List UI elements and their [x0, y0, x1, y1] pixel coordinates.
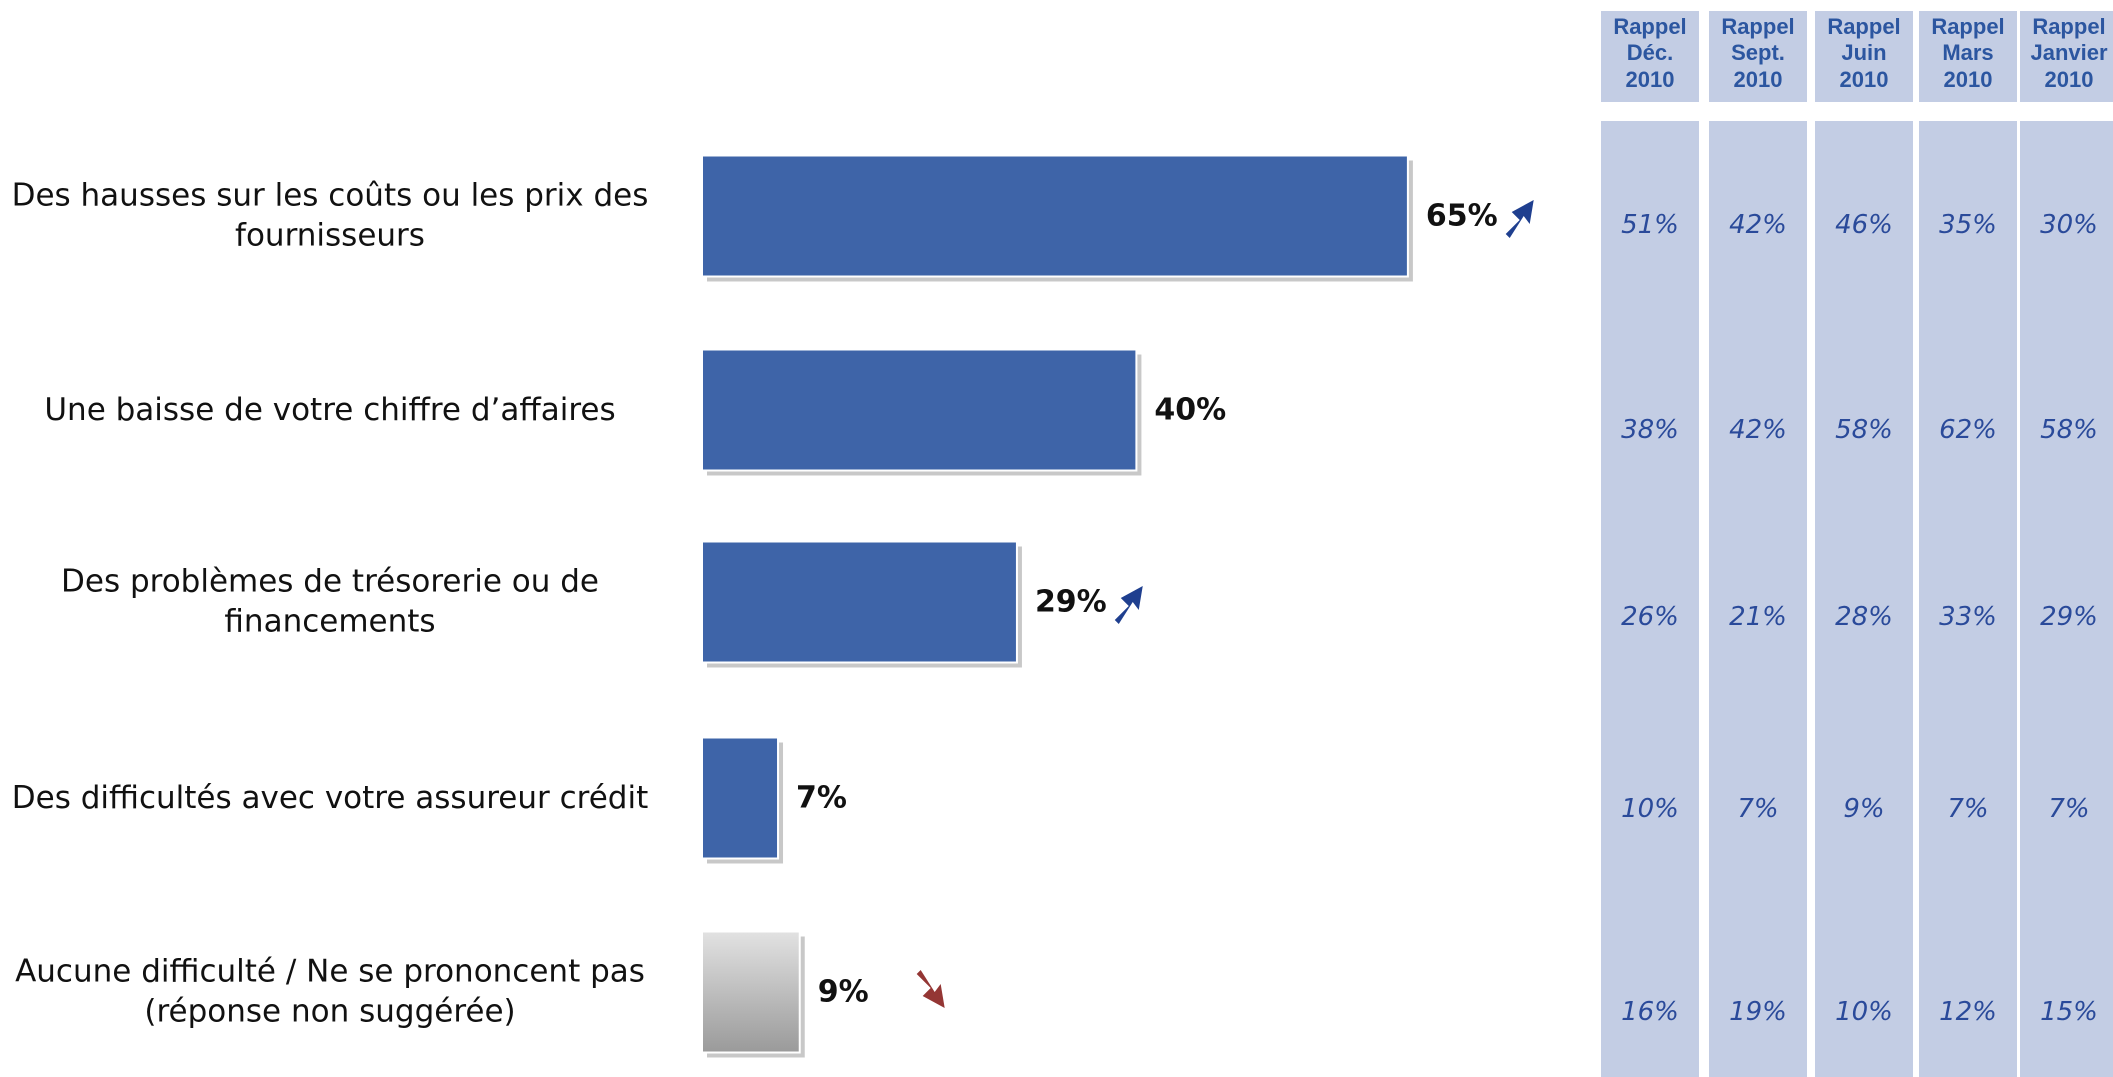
table-cell: 15% — [2040, 997, 2098, 1027]
value-label: 7% — [796, 780, 847, 816]
table-cell: 30% — [2040, 210, 2098, 240]
table-cell: 38% — [1621, 415, 1679, 445]
arrow-shape — [916, 970, 945, 1008]
header-line: 2010 — [1733, 66, 1783, 92]
value-label: 9% — [817, 974, 869, 1010]
header-line: Mars — [1942, 40, 1994, 66]
table-cell: 29% — [2040, 602, 2098, 632]
header-box — [1601, 11, 1699, 102]
header-box — [1709, 11, 1807, 102]
category-label: Des difficultés avec votre assureur créd… — [11, 779, 649, 816]
header-box — [1815, 11, 1913, 102]
table-cell: 58% — [2040, 415, 2098, 445]
header-line: Rappel — [1827, 14, 1901, 39]
table-cell: 58% — [1835, 415, 1893, 445]
trend-arrow — [916, 970, 945, 1008]
category-label: Une baisse de votre chiffre d’affaires — [44, 391, 616, 428]
header-box — [2020, 11, 2113, 102]
table-column — [1709, 121, 1807, 1077]
header-line: Déc. — [1626, 40, 1674, 66]
table-cell: 12% — [1939, 997, 1997, 1027]
table-cell: 42% — [1729, 210, 1787, 240]
header-line: 2010 — [1943, 66, 1993, 92]
header-line: 2010 — [1625, 66, 1675, 92]
table-cell: 19% — [1729, 997, 1787, 1027]
table-cell: 21% — [1729, 602, 1787, 632]
table-cell: 62% — [1939, 415, 1997, 445]
trend-arrow — [1114, 586, 1143, 624]
arrow-shape — [1114, 586, 1143, 624]
header-line: Rappel — [2032, 14, 2106, 39]
table-cell: 16% — [1621, 997, 1679, 1027]
bar — [701, 736, 780, 860]
column-header: Rappel Mars 2010 — [1919, 14, 2017, 93]
table-cell: 42% — [1729, 415, 1787, 445]
bar — [701, 348, 1138, 472]
table-cell: 33% — [1939, 602, 1997, 632]
table-cell: 7% — [1737, 794, 1779, 824]
header-line: Janvier — [2030, 40, 2108, 66]
header-line: Rappel — [1931, 14, 2005, 39]
table-cell: 46% — [1835, 210, 1893, 240]
header-line: Juin — [1841, 40, 1887, 66]
trend-arrow — [1505, 200, 1534, 238]
table-column — [1601, 121, 1699, 1077]
table-cell: 10% — [1621, 794, 1679, 824]
value-label: 40% — [1154, 392, 1227, 428]
header-line: Sept. — [1731, 40, 1785, 66]
bar — [701, 154, 1409, 278]
bar — [701, 540, 1018, 664]
column-header: Rappel Déc. 2010 — [1601, 14, 1699, 93]
table-column — [1919, 121, 2017, 1077]
header-line: 2010 — [2044, 66, 2094, 92]
table-column — [1815, 121, 1913, 1077]
value-label: 29% — [1034, 584, 1107, 620]
table-column — [2020, 121, 2113, 1077]
category-label: Des hausses sur les coûts ou les prix de… — [11, 177, 649, 254]
table-cell: 28% — [1835, 602, 1893, 632]
category-label: Aucune difficulté / Ne se prononcent pas… — [15, 953, 645, 1030]
header-box — [1919, 11, 2017, 102]
table-cell: 7% — [1947, 794, 1989, 824]
column-header: Rappel Sept. 2010 — [1709, 14, 1807, 93]
column-header: Rappel Janvier 2010 — [2020, 14, 2113, 93]
table-cell: 26% — [1621, 602, 1679, 632]
header-line: Rappel — [1721, 14, 1795, 39]
table-cell: 10% — [1835, 997, 1893, 1027]
arrow-shape — [1505, 200, 1534, 238]
table-cell: 9% — [1843, 794, 1885, 824]
value-label: 65% — [1425, 198, 1498, 234]
header-line: 2010 — [1839, 66, 1889, 92]
category-label: Des problèmes de trésorerie ou de financ… — [61, 563, 599, 640]
header-line: Rappel — [1613, 14, 1687, 39]
table-cell: 51% — [1621, 210, 1679, 240]
column-header: Rappel Juin 2010 — [1815, 14, 1913, 93]
table-cell: 35% — [1939, 210, 1997, 240]
bar — [701, 930, 801, 1054]
table-cell: 7% — [2048, 794, 2090, 824]
